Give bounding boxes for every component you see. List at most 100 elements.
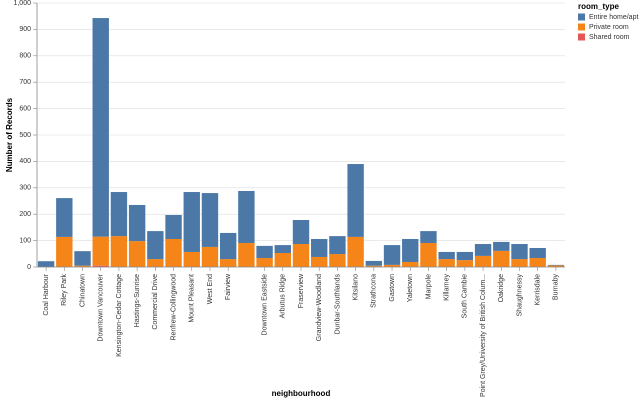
bar-segment	[56, 198, 73, 237]
bar-segment	[456, 260, 474, 267]
bar-segment	[165, 239, 182, 267]
bar-segment	[311, 239, 328, 257]
bar-segment	[147, 231, 164, 260]
y-tick-label: 800	[19, 53, 31, 60]
bar-segment	[110, 236, 128, 267]
bar-segment	[128, 204, 146, 242]
bar-segment	[311, 256, 328, 267]
bar-segment	[420, 231, 437, 243]
x-tick-label: Kensington-Cedar Cottage	[116, 274, 123, 357]
x-tick-label: Oakridge	[498, 274, 505, 303]
bar-segment	[183, 251, 200, 267]
bar-segment	[92, 18, 109, 237]
bar-segment	[511, 259, 528, 267]
y-tick-label: 500	[19, 132, 31, 139]
bar-segment	[547, 265, 565, 267]
x-tick-label: Hastings-Sunrise	[134, 274, 141, 327]
x-tick-label: Shaughnessy	[516, 274, 523, 317]
bar-segment	[74, 265, 91, 267]
bar-segment	[511, 244, 528, 260]
bar-segment	[56, 236, 73, 267]
bar-segment	[402, 261, 419, 267]
bar-segment	[201, 246, 219, 267]
bar-segment	[219, 232, 237, 260]
legend-label: Private room	[589, 24, 629, 31]
x-tick-label: Yaletown	[407, 274, 414, 302]
bar-segment	[37, 261, 55, 267]
y-tick-label: 400	[19, 158, 31, 165]
bar-segment	[147, 259, 164, 267]
x-tick-label: Grandview-Woodland	[316, 274, 323, 341]
bar-segment	[529, 247, 546, 259]
x-tick-label: Kerrisdale	[535, 274, 542, 306]
x-tick-label: Dunbar-Southlands	[334, 274, 341, 335]
x-tick-label: West End	[207, 274, 214, 304]
y-tick-label: 0	[27, 264, 31, 271]
bar-segment	[238, 242, 255, 267]
x-tick-label: Burnaby	[553, 274, 560, 301]
x-tick-label: Coal Harbour	[43, 273, 50, 315]
y-tick-label: 600	[19, 105, 31, 112]
bar-segment	[92, 236, 109, 266]
bar-segment	[110, 192, 128, 237]
x-tick-label: Gastown	[389, 274, 396, 302]
x-tick-label: Killarney	[443, 274, 450, 301]
bar-segment	[165, 214, 182, 240]
x-tick-label: Riley Park	[61, 274, 68, 306]
legend-label: Entire home/apt	[589, 14, 638, 21]
bar-segment	[219, 259, 237, 267]
x-tick-label: Fairview	[225, 273, 232, 300]
bar-segment	[183, 192, 200, 252]
bar-segment	[274, 245, 291, 254]
bar-segment	[74, 251, 91, 266]
bar-segment	[201, 193, 219, 247]
x-tick-label: Chinatown	[79, 274, 86, 307]
y-tick-label: 100	[19, 237, 31, 244]
bar-segment	[292, 220, 310, 245]
legend-swatch	[578, 33, 585, 41]
bar-segment	[456, 251, 474, 261]
y-tick-label: 900	[19, 26, 31, 33]
legend-swatch	[578, 23, 585, 31]
bar-segment	[256, 245, 273, 259]
legend-swatch	[578, 13, 585, 21]
x-tick-label: Mount Pleasant	[189, 274, 196, 323]
bar-segment	[438, 259, 455, 267]
legend-label: Shared room	[589, 34, 630, 41]
x-tick-label: Point Grey/University of British Colum..…	[480, 274, 487, 397]
bar-segment	[292, 244, 310, 267]
x-tick-label: South Cambie	[462, 274, 469, 318]
bar-segment	[383, 264, 401, 267]
bar-segment	[474, 244, 492, 256]
bar-segment	[383, 245, 401, 265]
bar-segment	[329, 236, 346, 255]
x-axis-title: neighbourhood	[272, 389, 331, 398]
bar-segment	[493, 250, 510, 267]
bar-segment	[493, 241, 510, 251]
y-tick-label: 300	[19, 185, 31, 192]
x-tick-label: Fraserview	[298, 273, 305, 308]
x-tick-label: Marpole	[425, 274, 432, 299]
bar-segment	[92, 265, 109, 267]
bar-segment	[238, 190, 255, 243]
x-tick-label: Downtown Vancouver	[98, 273, 105, 341]
bar-segment	[402, 239, 419, 262]
x-tick-label: Downtown Eastside	[261, 274, 268, 336]
x-tick-label: Arbutus Ridge	[280, 274, 287, 318]
y-tick-label: 200	[19, 211, 31, 218]
x-tick-label: Renfrew-Collingwood	[170, 274, 177, 341]
y-tick-label: 1,000	[13, 0, 31, 7]
x-tick-label: Strathcona	[371, 274, 378, 308]
bar-segment	[529, 258, 546, 267]
bar-segment	[347, 164, 364, 237]
bar-segment	[547, 264, 565, 266]
bar-segment	[128, 241, 146, 267]
bar-segment	[365, 265, 383, 267]
bar-segment	[274, 253, 291, 267]
legend-title: room_type	[578, 2, 619, 11]
bar-segment	[474, 255, 492, 267]
bar-segment	[347, 236, 364, 267]
x-tick-label: Kitsilano	[352, 274, 359, 301]
y-tick-label: 700	[19, 79, 31, 86]
